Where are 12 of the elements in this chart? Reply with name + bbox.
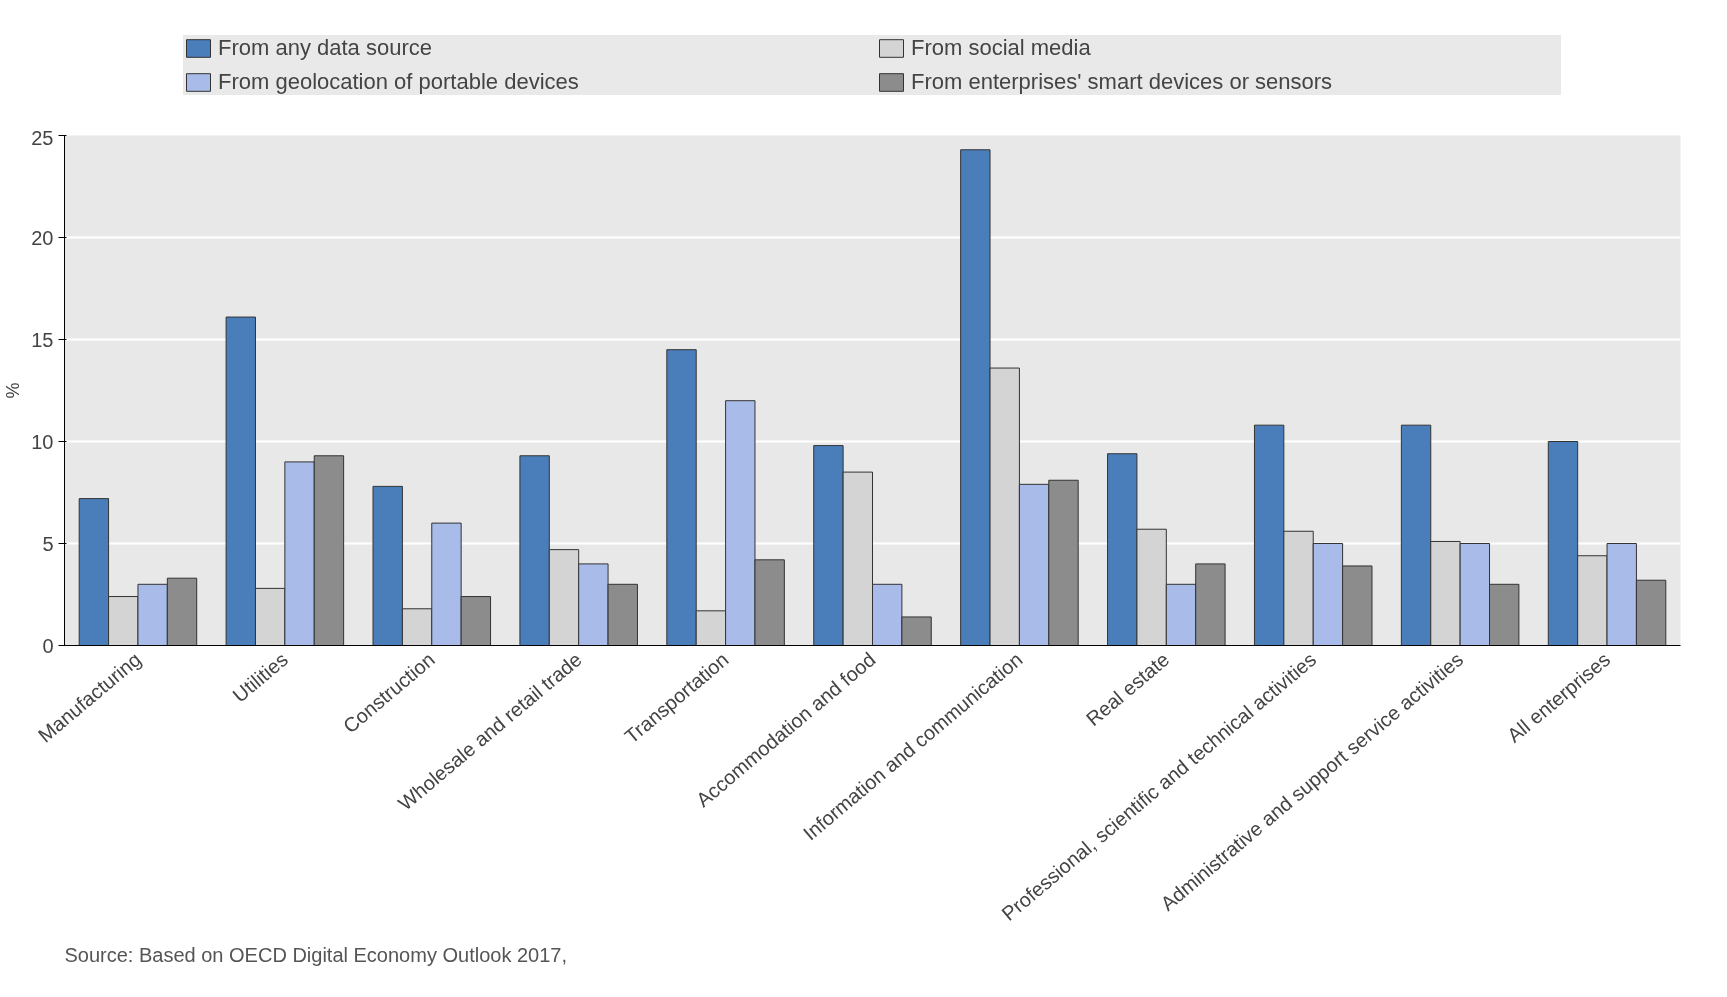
y-tick-label: 20 [31,226,54,249]
y-tick-label: 15 [31,328,54,351]
source-note: Source: Based on OECD Digital Economy Outlook 2017, [64,943,567,966]
legend-label: From any data source [218,35,433,61]
y-tick-label: 5 [42,532,54,555]
legend-label: From social media [911,35,1092,61]
legend-label: From geolocation of portable devices [218,69,580,95]
y-tick-label: 10 [31,430,54,453]
y-axis-title: % [3,382,24,399]
y-tick-label: 25 [31,126,54,149]
y-tick-label: 0 [42,634,54,657]
legend-label: From enterprises' smart devices or sensors [911,69,1334,95]
